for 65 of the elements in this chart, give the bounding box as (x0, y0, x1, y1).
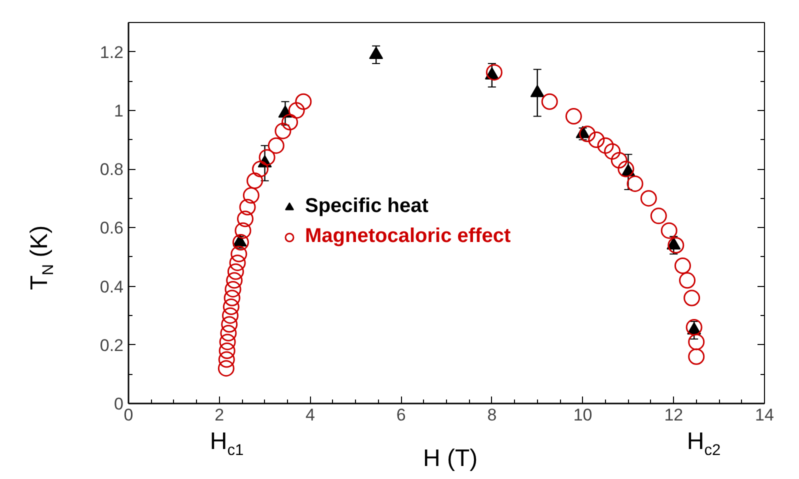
point (219, 334, 236, 350)
point (222, 298, 240, 316)
point (239, 198, 256, 216)
x-tick-label: 4 (305, 406, 315, 424)
point (282, 114, 298, 130)
legend-label: Magnetocaloric effect (305, 225, 511, 248)
point (224, 290, 240, 306)
point (486, 64, 502, 81)
point (242, 187, 260, 204)
y-tick-label: 1 (114, 101, 124, 120)
y-tick-label: 0.2 (100, 336, 124, 355)
point (288, 102, 305, 119)
point (688, 348, 705, 365)
point (237, 210, 254, 228)
point (604, 143, 621, 160)
point (686, 319, 702, 336)
point (597, 137, 614, 154)
point (679, 272, 696, 289)
point (252, 160, 268, 178)
point (588, 131, 605, 148)
point (246, 172, 264, 189)
x-tick-label: 8 (487, 406, 497, 424)
point (610, 152, 628, 168)
point (579, 126, 596, 142)
point (226, 272, 243, 289)
x-tick-label: 10 (573, 406, 592, 424)
point (221, 316, 238, 333)
point (626, 175, 644, 192)
point (565, 108, 582, 125)
y-tick-label: 0.8 (100, 160, 124, 180)
x-tick-label: 6 (396, 406, 406, 424)
y-tick-label: 0.6 (100, 218, 124, 238)
text: H$_{c2}$ (686, 427, 721, 461)
point (234, 222, 252, 239)
point (232, 234, 249, 251)
point (650, 208, 667, 224)
x-tick-label: 12 (664, 406, 684, 424)
x-tick-label: 14 (755, 406, 774, 424)
x-tick-label: 2 (214, 406, 224, 424)
point (227, 263, 244, 280)
point (258, 149, 276, 166)
point (660, 222, 678, 239)
point (295, 93, 312, 110)
point (274, 122, 292, 140)
legend-label: Specific heat (305, 195, 430, 218)
point (541, 93, 558, 110)
point (668, 237, 684, 254)
point (684, 290, 700, 306)
y-tick-label: 0.4 (100, 277, 124, 296)
point (218, 351, 235, 368)
point (688, 334, 705, 350)
x-axis-title: H (T) (423, 444, 478, 474)
point (218, 360, 234, 377)
point (229, 254, 246, 272)
text: H$_{c1}$ (210, 427, 244, 461)
point (640, 190, 657, 207)
point (220, 324, 237, 342)
point (222, 307, 239, 324)
point (230, 246, 248, 262)
y-tick-label: 1.2 (100, 42, 124, 62)
point (618, 160, 634, 178)
point (224, 280, 242, 298)
point (674, 258, 691, 274)
point (268, 137, 284, 154)
point (218, 342, 236, 359)
